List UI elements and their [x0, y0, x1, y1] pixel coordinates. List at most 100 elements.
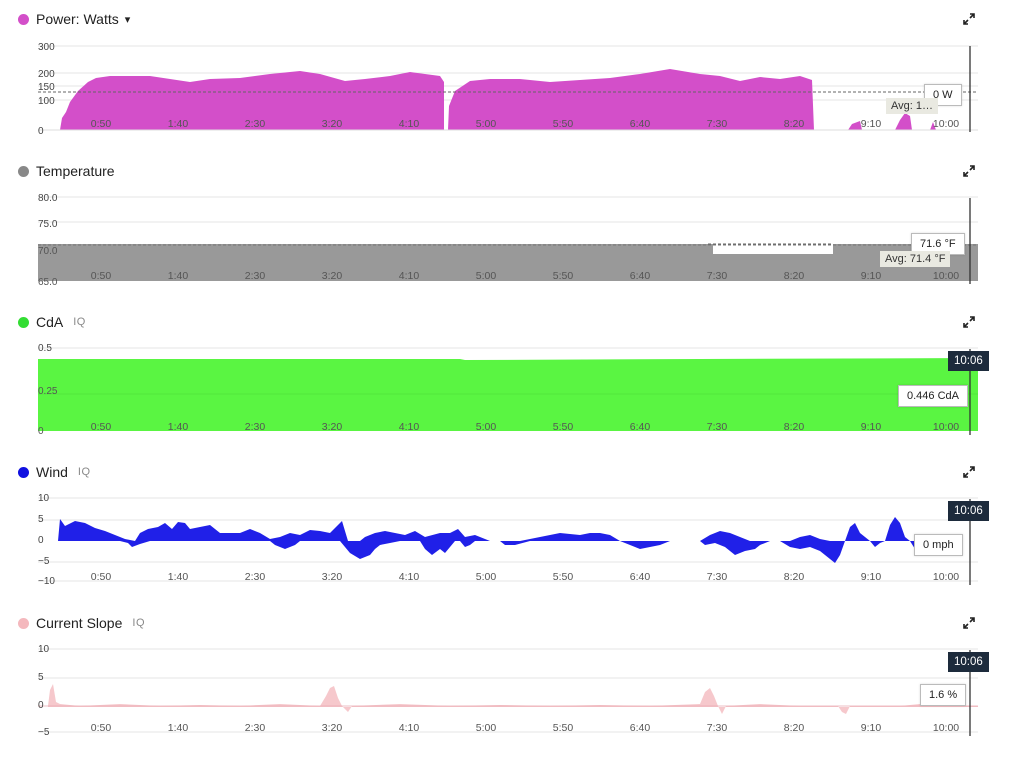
- x-tick-label: 4:10: [399, 421, 420, 433]
- temperature-tooltip: 71.6 °F: [911, 233, 965, 255]
- cda-x-axis: 0:50 1:40 2:30 3:20 4:10 5:00 5:50 6:40 7:30 8:20…: [91, 421, 960, 433]
- x-tick-label: 3:20: [322, 722, 343, 734]
- cda-area: [38, 358, 978, 431]
- x-tick-label: 7:30: [707, 118, 728, 130]
- wind-panel: Wind IQ 10 5 0 −5 −10 0:50 1:40 2:30 3:20 4:…: [0, 461, 1024, 591]
- x-tick-label: 0:50: [91, 270, 112, 282]
- slope-chart[interactable]: 10 5 0 −5 0:50 1:40 2:30 3:20 4:10 5:00 5:50 6:…: [0, 640, 1024, 750]
- wind-tooltip: 0 mph: [914, 534, 963, 556]
- x-tick-label: 5:00: [476, 270, 497, 282]
- x-tick-label: 0:50: [91, 571, 112, 583]
- x-tick-label: 8:20: [784, 270, 805, 282]
- cda-legend-dot: [18, 316, 29, 328]
- slope-panel: Current Slope IQ 10 5 0 −5 0:50 1:40 2:30 3…: [0, 612, 1024, 742]
- power-tooltip: 0 W: [924, 84, 962, 106]
- caret-down-icon[interactable]: ▾: [124, 13, 131, 26]
- temperature-y-tick-65: 65.0: [38, 277, 58, 288]
- x-tick-label: 8:20: [784, 118, 805, 130]
- x-tick-label: 4:10: [399, 118, 420, 130]
- x-tick-label: 2:30: [245, 571, 266, 583]
- x-tick-label: 5:50: [553, 722, 574, 734]
- expand-icon[interactable]: [962, 164, 976, 178]
- x-tick-label: 7:30: [707, 421, 728, 433]
- expand-icon[interactable]: [962, 465, 976, 479]
- cda-title: CdA: [36, 314, 64, 330]
- wind-legend-dot: [18, 466, 29, 478]
- temperature-y-tick-75: 75.0: [38, 219, 58, 230]
- temperature-panel: Temperature 80.0 75.0 70.0 65.0 0:50 1:40…: [0, 160, 1024, 290]
- x-tick-label: 5:50: [553, 270, 574, 282]
- cda-header[interactable]: CdA IQ: [18, 311, 86, 333]
- power-title: Power: Watts: [36, 11, 119, 27]
- x-tick-label: 4:10: [399, 571, 420, 583]
- wind-y-tick-10: 10: [38, 493, 50, 504]
- x-tick-label: 1:40: [168, 722, 189, 734]
- slope-title: Current Slope: [36, 615, 123, 631]
- expand-icon[interactable]: [962, 616, 976, 630]
- x-tick-label: 1:40: [168, 421, 189, 433]
- x-tick-label: 5:00: [476, 118, 497, 130]
- x-tick-label: 4:10: [399, 270, 420, 282]
- cda-chart[interactable]: 0.5 0.25 0 0:50 1:40 2:30 3:20 4:10 5:00 5:50 6…: [0, 339, 1024, 449]
- x-tick-label: 6:40: [630, 421, 651, 433]
- x-tick-label: 2:30: [245, 118, 266, 130]
- power-y-tick-0: 0: [38, 126, 44, 137]
- slope-y-tick-5: 5: [38, 672, 44, 683]
- x-tick-label: 1:40: [168, 270, 189, 282]
- x-tick-label: 6:40: [630, 722, 651, 734]
- slope-cursor-time: 10:06: [948, 652, 989, 672]
- wind-y-tick-neg5: −5: [38, 556, 50, 567]
- x-tick-label: 0:50: [91, 421, 112, 433]
- temperature-avg-label: Avg: 71.4 °F: [880, 251, 951, 267]
- slope-legend-dot: [18, 617, 29, 629]
- slope-area: [48, 684, 978, 714]
- power-area: [60, 69, 936, 130]
- cda-y-tick-0.5: 0.5: [38, 343, 52, 354]
- x-tick-label: 10:00: [933, 270, 959, 282]
- x-tick-label: 5:50: [553, 571, 574, 583]
- x-tick-label: 9:10: [861, 571, 882, 583]
- x-tick-label: 8:20: [784, 571, 805, 583]
- x-tick-label: 3:20: [322, 270, 343, 282]
- x-tick-label: 7:30: [707, 270, 728, 282]
- wind-chart[interactable]: 10 5 0 −5 −10 0:50 1:40 2:30 3:20 4:10 5:00 5:…: [0, 489, 1024, 599]
- slope-iq-label: IQ: [132, 617, 146, 629]
- power-legend-dot: [18, 13, 29, 25]
- x-tick-label: 5:50: [553, 421, 574, 433]
- x-tick-label: 9:10: [861, 270, 882, 282]
- power-panel: Power: Watts ▾ 300 200 150 100 0 0:50 1:4…: [0, 8, 1024, 138]
- temperature-header[interactable]: Temperature: [18, 160, 115, 182]
- x-tick-label: 5:00: [476, 571, 497, 583]
- x-tick-label: 5:00: [476, 421, 497, 433]
- expand-icon[interactable]: [962, 315, 976, 329]
- temperature-title: Temperature: [36, 163, 115, 179]
- x-tick-label: 10:00: [933, 421, 959, 433]
- expand-icon[interactable]: [962, 12, 976, 26]
- temperature-legend-dot: [18, 165, 29, 177]
- x-tick-label: 3:20: [322, 421, 343, 433]
- slope-header[interactable]: Current Slope IQ: [18, 612, 145, 634]
- x-tick-label: 9:10: [861, 118, 882, 130]
- cda-cursor-time: 10:06: [948, 351, 989, 371]
- cda-y-tick-0: 0: [38, 426, 44, 437]
- wind-y-tick-0: 0: [38, 535, 44, 546]
- power-header[interactable]: Power: Watts ▾: [18, 8, 130, 30]
- slope-tooltip: 1.6 %: [920, 684, 967, 706]
- x-tick-label: 6:40: [630, 118, 651, 130]
- x-tick-label: 2:30: [245, 421, 266, 433]
- x-tick-label: 8:20: [784, 722, 805, 734]
- x-tick-label: 4:10: [399, 722, 420, 734]
- wind-y-tick-5: 5: [38, 514, 44, 525]
- wind-area-positive: [58, 517, 910, 541]
- x-tick-label: 5:00: [476, 722, 497, 734]
- wind-header[interactable]: Wind IQ: [18, 461, 91, 483]
- x-tick-label: 1:40: [168, 118, 189, 130]
- x-tick-label: 2:30: [245, 722, 266, 734]
- cda-iq-label: IQ: [73, 316, 86, 328]
- wind-x-axis: 0:50 1:40 2:30 3:20 4:10 5:00 5:50 6:40 7:30 8:20…: [91, 571, 960, 583]
- x-tick-label: 10:00: [933, 118, 959, 130]
- x-tick-label: 8:20: [784, 421, 805, 433]
- temperature-chart[interactable]: 80.0 75.0 70.0 65.0 0:50 1:40 2:30 3:20 4:10…: [0, 188, 1024, 298]
- temperature-y-tick-70: 70.0: [38, 246, 58, 257]
- power-chart[interactable]: 300 200 150 100 0 0:50 1:40 2:30 3:20 4:10 5:…: [0, 36, 1024, 146]
